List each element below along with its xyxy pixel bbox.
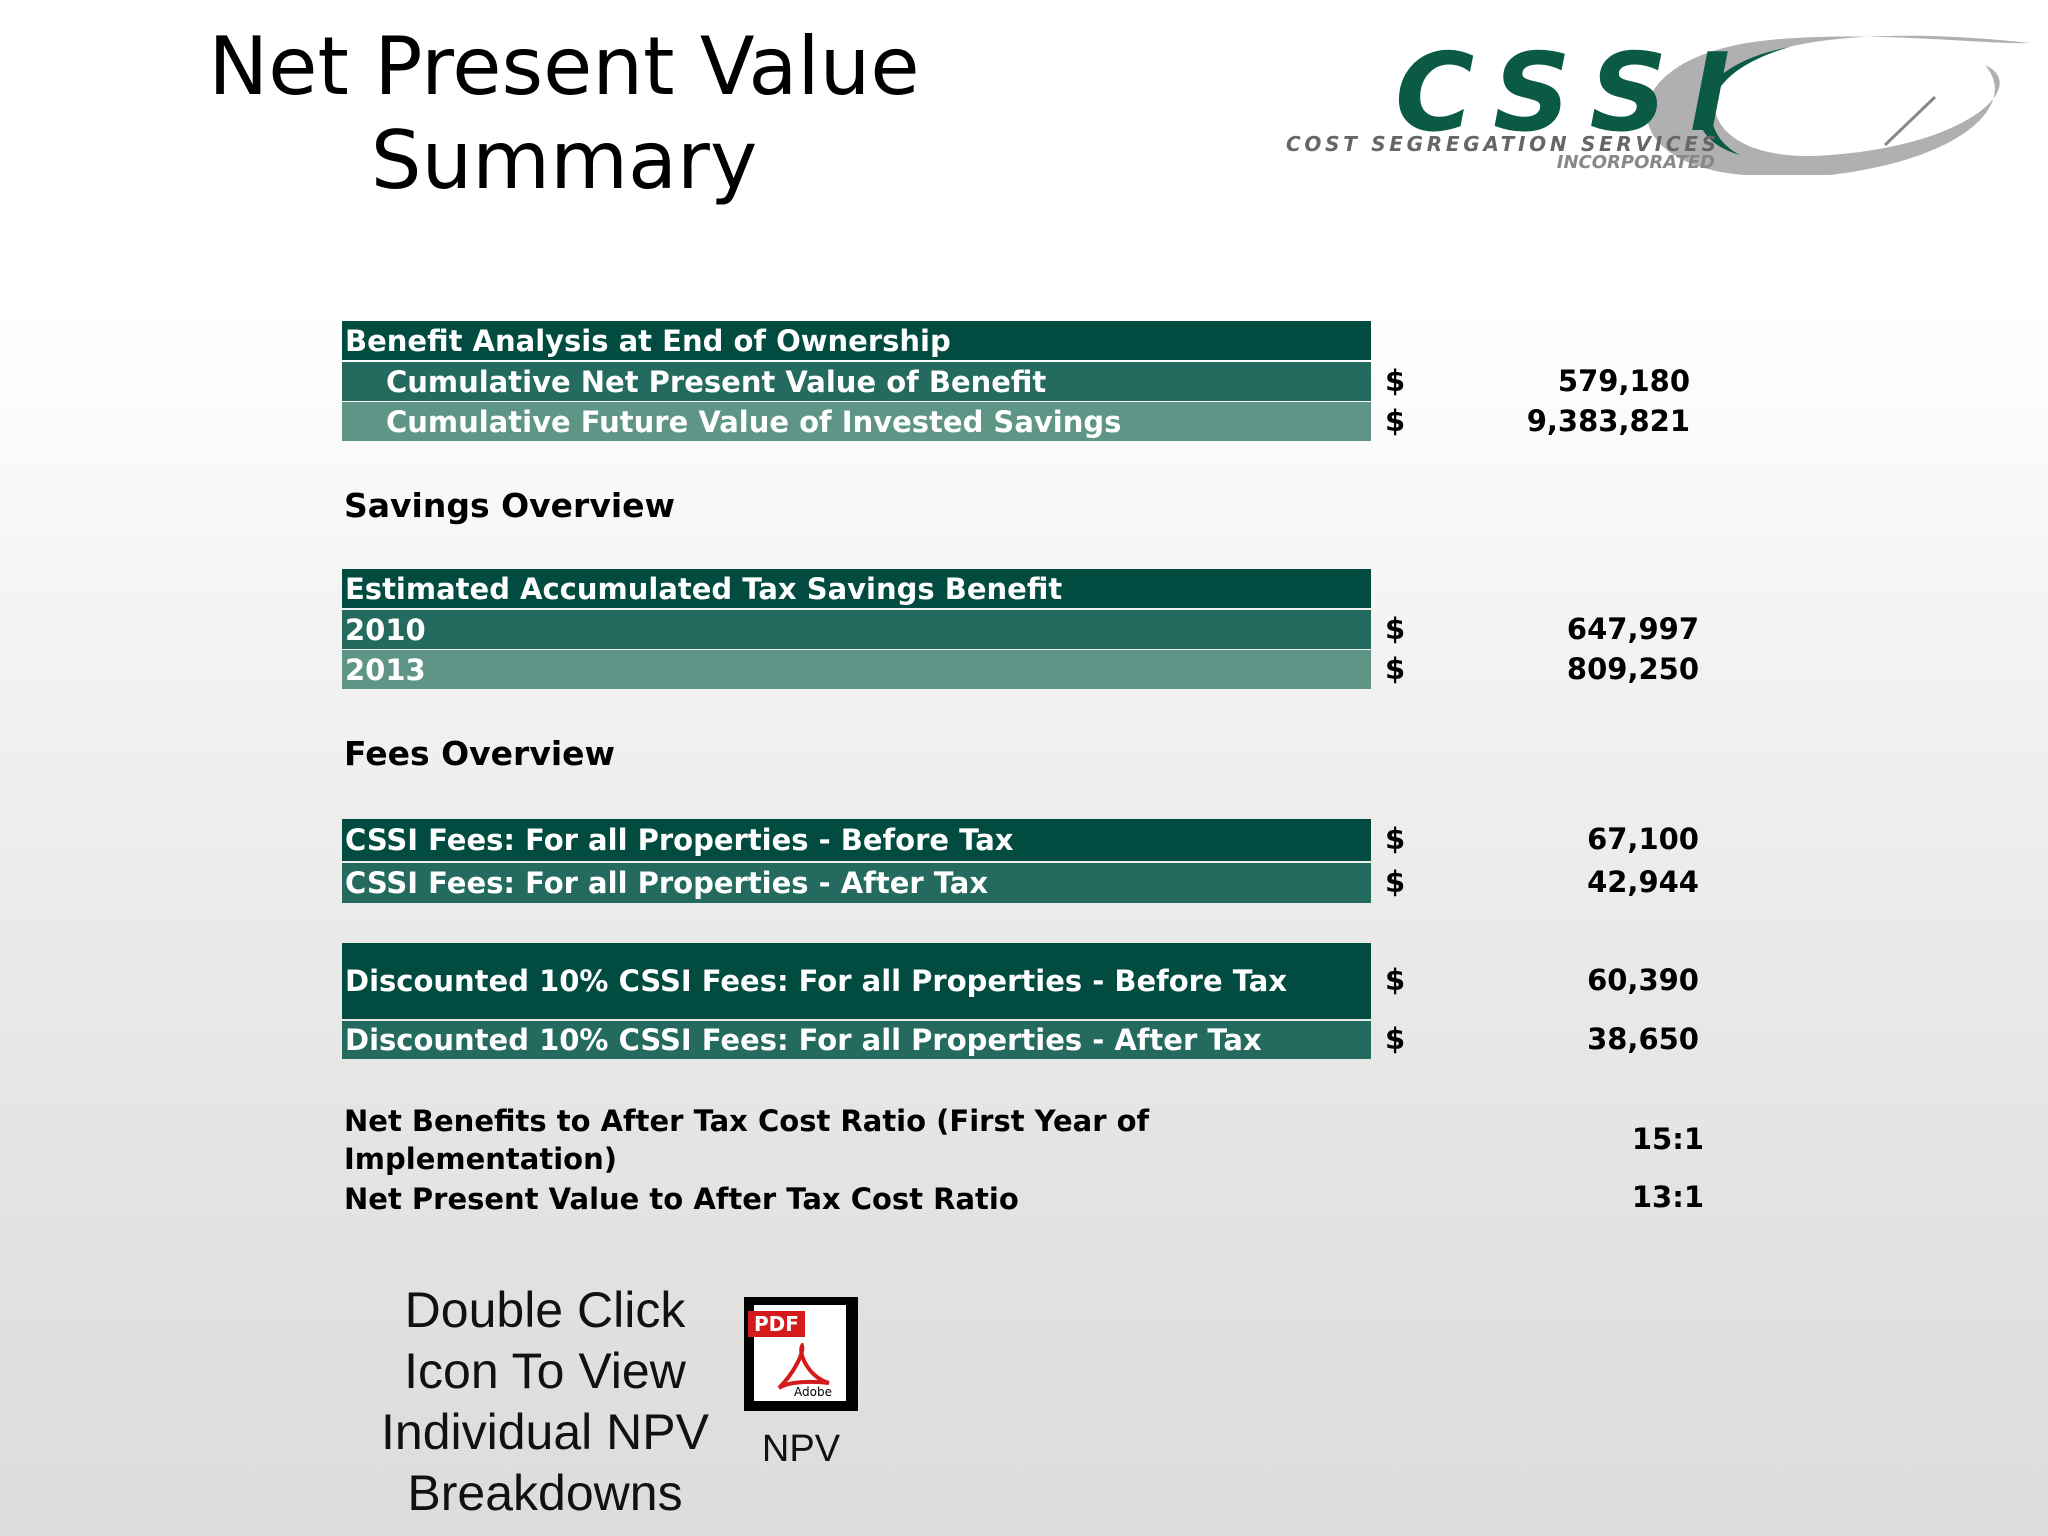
amount: 647,997 <box>1566 611 1699 646</box>
ratio-value: 15:1 <box>1631 1122 1704 1156</box>
logo-line2: INCORPORATED <box>1557 152 1715 173</box>
row-label: Cumulative Net Present Value of Benefit <box>342 362 1371 401</box>
amount: 60,390 <box>1587 963 1699 997</box>
currency: $ <box>1385 822 1406 856</box>
currency: $ <box>1385 403 1406 438</box>
row-label: CSSI Fees: For all Properties - After Ta… <box>342 863 1371 903</box>
ratio-value: 13:1 <box>1631 1180 1704 1214</box>
row-label: CSSI Fees: For all Properties - Before T… <box>342 819 1371 861</box>
page-title: Net Present Value Summary <box>208 20 920 207</box>
icon-label: NPV <box>761 1428 841 1470</box>
ratio-label: Net Benefits to After Tax Cost Ratio (Fi… <box>344 1104 1150 1176</box>
currency: $ <box>1385 363 1406 398</box>
pdf-badge: PDF <box>748 1311 805 1337</box>
row-label: 2013 <box>342 650 1371 689</box>
logo-swoosh <box>1646 35 2030 175</box>
section-heading: Savings Overview <box>344 486 676 525</box>
currency: $ <box>1385 1022 1406 1056</box>
amount: 9,383,821 <box>1526 403 1690 438</box>
pdf-logo <box>777 1343 830 1390</box>
amount: 809,250 <box>1566 651 1699 686</box>
currency: $ <box>1385 963 1406 997</box>
ratio-label: Net Present Value to After Tax Cost Rati… <box>344 1182 1019 1216</box>
row-label: Discounted 10% CSSI Fees: For all Proper… <box>342 943 1371 1019</box>
section-heading: Fees Overview <box>344 734 616 773</box>
pdf-icon[interactable]: PDF Adobe <box>744 1297 858 1411</box>
row-label: Estimated Accumulated Tax Savings Benefi… <box>342 569 1371 608</box>
amount: 42,944 <box>1587 865 1699 899</box>
amount: 38,650 <box>1587 1022 1699 1056</box>
pdf-brand: Adobe <box>794 1385 832 1399</box>
row-label: Benefit Analysis at End of Ownership <box>342 321 1371 360</box>
amount: 579,180 <box>1557 363 1690 398</box>
currency: $ <box>1385 611 1406 646</box>
logo-needle <box>1883 95 1937 147</box>
currency: $ <box>1385 651 1406 686</box>
footer-instruction: Double Click Icon To View Individual NPV… <box>381 1282 709 1521</box>
row-label: Discounted 10% CSSI Fees: For all Proper… <box>342 1021 1371 1059</box>
currency: $ <box>1385 865 1406 899</box>
logo: CSSI COST SEGREGATION SERVICES INCORPORA… <box>1286 31 2030 175</box>
row-label: Cumulative Future Value of Invested Savi… <box>342 402 1371 441</box>
amount: 67,100 <box>1587 822 1699 856</box>
row-label: 2010 <box>342 610 1371 649</box>
